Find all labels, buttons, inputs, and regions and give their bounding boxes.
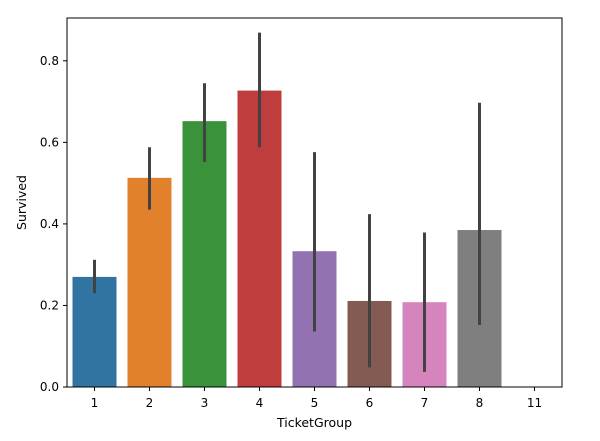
bar-3 xyxy=(182,121,227,387)
x-tick-label-11: 11 xyxy=(527,396,542,410)
y-tick-label: 0.4 xyxy=(40,217,59,231)
bar-2 xyxy=(127,177,172,387)
y-tick-label: 0.0 xyxy=(40,380,59,394)
x-tick-label-7: 7 xyxy=(421,396,429,410)
x-tick-label-4: 4 xyxy=(256,396,264,410)
y-tick-label: 0.8 xyxy=(40,54,59,68)
x-tick-label-8: 8 xyxy=(476,396,484,410)
bar-1 xyxy=(72,276,117,387)
y-tick-label: 0.6 xyxy=(40,135,59,149)
error-bars-group xyxy=(93,32,481,372)
x-tick-label-3: 3 xyxy=(201,396,209,410)
x-tick-label-2: 2 xyxy=(146,396,154,410)
bars-group xyxy=(72,90,502,388)
y-axis: 0.0 0.2 0.4 0.6 0.8 xyxy=(40,54,67,394)
x-tick-label-1: 1 xyxy=(91,396,99,410)
x-tick-label-6: 6 xyxy=(366,396,374,410)
x-axis: 1 2 3 4 5 6 7 8 11 xyxy=(91,387,542,410)
y-axis-label: Survived xyxy=(14,175,29,230)
y-tick-label: 0.2 xyxy=(40,298,59,312)
x-axis-label: TicketGroup xyxy=(276,415,352,430)
x-tick-label-5: 5 xyxy=(311,396,319,410)
